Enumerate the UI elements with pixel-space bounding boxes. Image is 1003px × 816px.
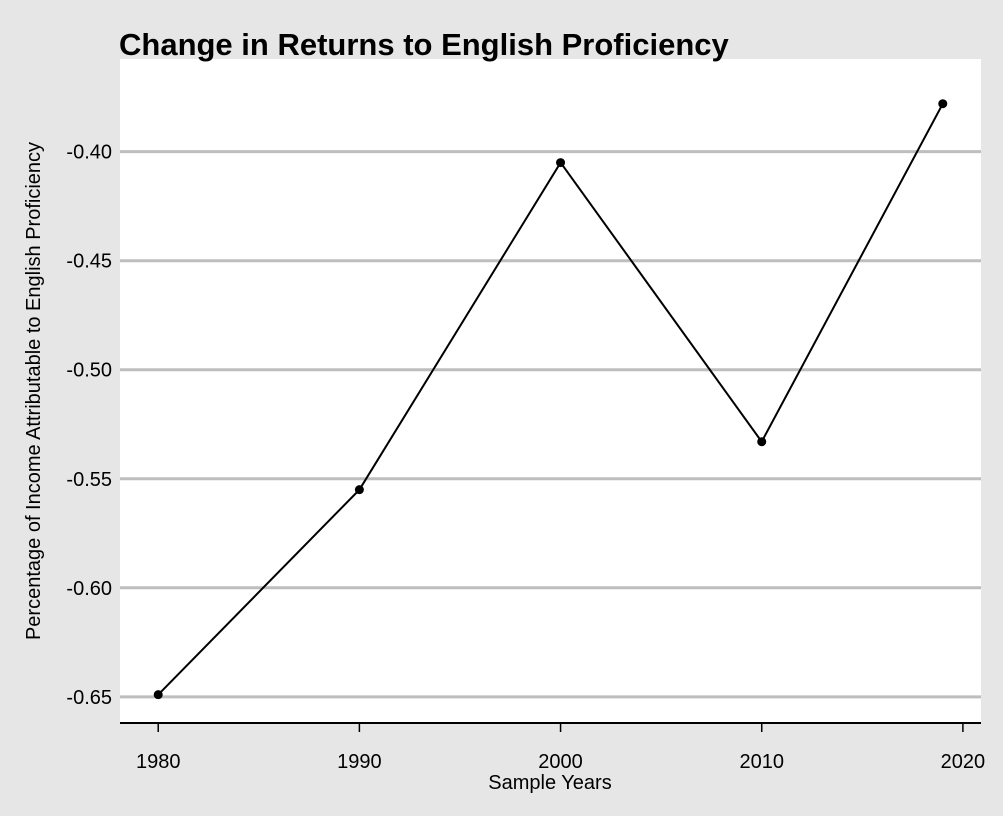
x-tick-label: 1980 <box>136 751 181 773</box>
y-tick-label: -0.65 <box>66 687 112 709</box>
x-tick-label: 1990 <box>337 751 382 773</box>
x-axis-title: Sample Years <box>488 772 611 794</box>
x-tick-label: 2000 <box>538 751 583 773</box>
x-tick-label: 2020 <box>941 751 986 773</box>
chart-title: Change in Returns to English Proficiency <box>119 27 730 62</box>
y-axis-title: Percentage of Income Attributable to Eng… <box>23 142 45 640</box>
x-axis: 1980 1990 2000 2010 2020 <box>120 722 986 773</box>
plot-panel <box>120 59 981 723</box>
data-point <box>153 690 163 700</box>
x-tick-label: 2010 <box>739 751 784 773</box>
data-point <box>938 99 948 109</box>
series-layer <box>153 99 948 700</box>
y-tick-label: -0.50 <box>66 360 112 382</box>
y-tick-label: -0.60 <box>66 578 112 600</box>
data-point <box>354 485 364 495</box>
data-point <box>556 158 566 168</box>
y-tick-label: -0.40 <box>66 142 112 164</box>
y-axis: -0.40 -0.45 -0.50 -0.55 -0.60 -0.65 <box>66 142 112 709</box>
y-tick-label: -0.55 <box>66 469 112 491</box>
data-point <box>757 437 767 447</box>
y-tick-label: -0.45 <box>66 251 112 273</box>
